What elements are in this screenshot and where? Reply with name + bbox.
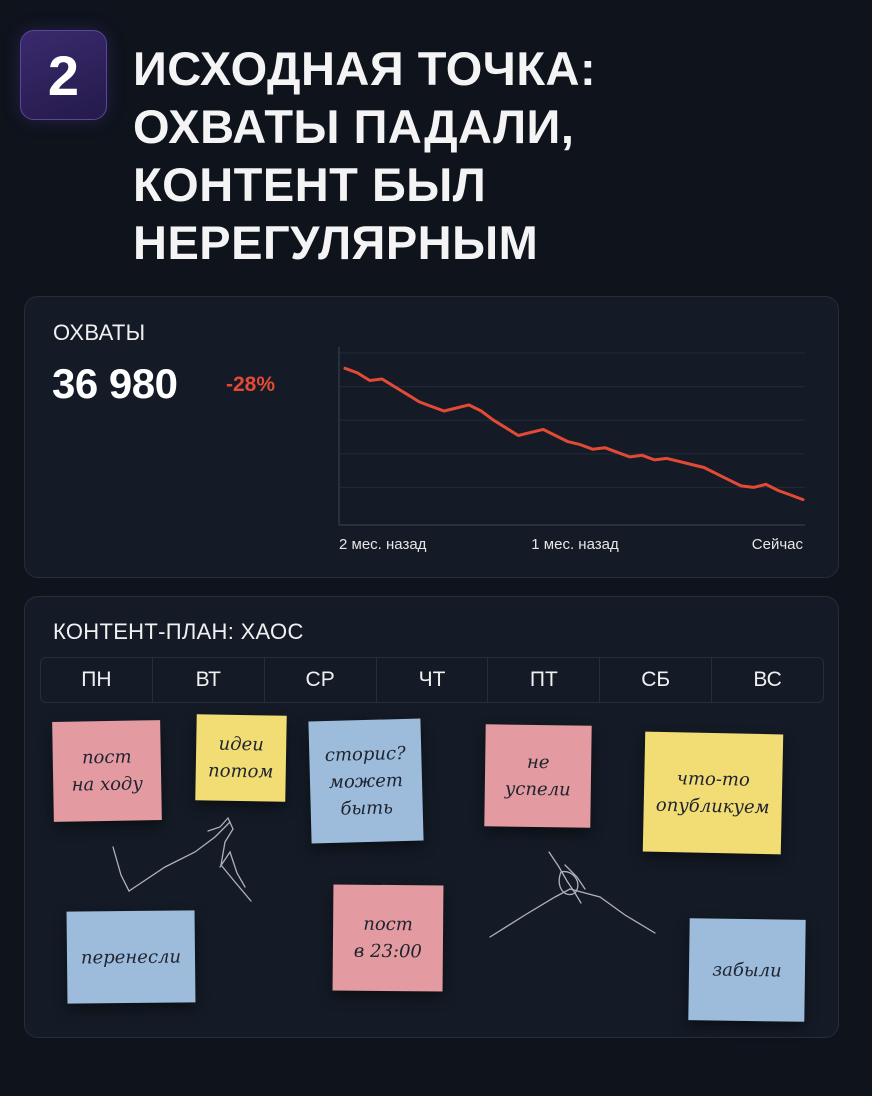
scribble-left-1 xyxy=(112,821,231,892)
day-thu: ЧТ xyxy=(377,658,489,702)
sticky-note-post-on-the-go: пост на ходу xyxy=(52,720,162,822)
chart-series-layer xyxy=(343,366,805,502)
scribble-left-2 xyxy=(207,816,252,902)
x-tick-label-middle: 1 мес. назад xyxy=(531,536,619,553)
title-line-3: КОНТЕНТ БЫЛ xyxy=(133,158,487,211)
sticky-note-rescheduled: перенесли xyxy=(66,910,196,1004)
sticky-note-stories-maybe: сторис? может быть xyxy=(308,718,424,844)
title-line-1: ИСХОДНАЯ ТОЧКА: xyxy=(133,42,597,95)
reach-title: ОХВАТЫ xyxy=(53,320,146,345)
weekday-header: ПН ВТ СР ЧТ ПТ СБ ВС xyxy=(40,657,824,703)
day-sun: ВС xyxy=(753,668,782,691)
sticky-note-did-not-make-it: не успели xyxy=(484,724,592,828)
scribble-right-arc xyxy=(489,888,656,938)
day-fri: ПТ xyxy=(488,658,601,702)
content-plan-card: КОНТЕНТ-ПЛАН: ХАОС ПН ВТ СР ЧТ ПТ СБ ВС … xyxy=(24,596,839,1038)
chart-series-line-1 xyxy=(343,366,805,502)
day-mon: ПН xyxy=(41,658,153,702)
sticky-note-forgot: забыли xyxy=(688,918,806,1022)
page-title: ИСХОДНАЯ ТОЧКА: ОХВАТЫ ПАДАЛИ, КОНТЕНТ Б… xyxy=(133,40,853,272)
sticky-note-will-publish-something: что-то опубликуем xyxy=(642,731,784,855)
scribble-right-stem xyxy=(548,851,582,904)
reach-delta: -28% xyxy=(226,373,276,396)
step-number-badge: 2 xyxy=(20,30,107,120)
x-tick-label-end: Сейчас xyxy=(752,536,804,553)
title-line-2: ОХВАТЫ ПАДАЛИ, xyxy=(133,100,575,153)
sticky-note-ideas-later: идеи потом xyxy=(195,714,287,802)
reach-value: 36 980 xyxy=(52,360,178,407)
day-wed: СР xyxy=(265,658,377,702)
x-tick-label-start: 2 мес. назад xyxy=(339,536,427,553)
scribble-lines xyxy=(112,816,656,938)
scribble-left-3 xyxy=(219,850,246,888)
reach-card: ОХВАТЫ 36 980 -28% 2 мес. назад 1 мес. н… xyxy=(24,296,839,578)
scribble-right-tick xyxy=(564,864,586,890)
sticky-note-post-at-2300: пост в 23:00 xyxy=(332,884,444,992)
reach-line-chart: 2 мес. назад 1 мес. назад Сейчас xyxy=(338,347,805,553)
chart-grid xyxy=(339,352,805,488)
day-tue: ВТ xyxy=(153,658,265,702)
content-plan-title: КОНТЕНТ-ПЛАН: ХАОС xyxy=(53,619,304,644)
day-sat: СБ xyxy=(600,658,713,702)
scribble-right-loop xyxy=(558,870,579,896)
title-line-4: НЕРЕГУЛЯРНЫМ xyxy=(133,216,539,269)
